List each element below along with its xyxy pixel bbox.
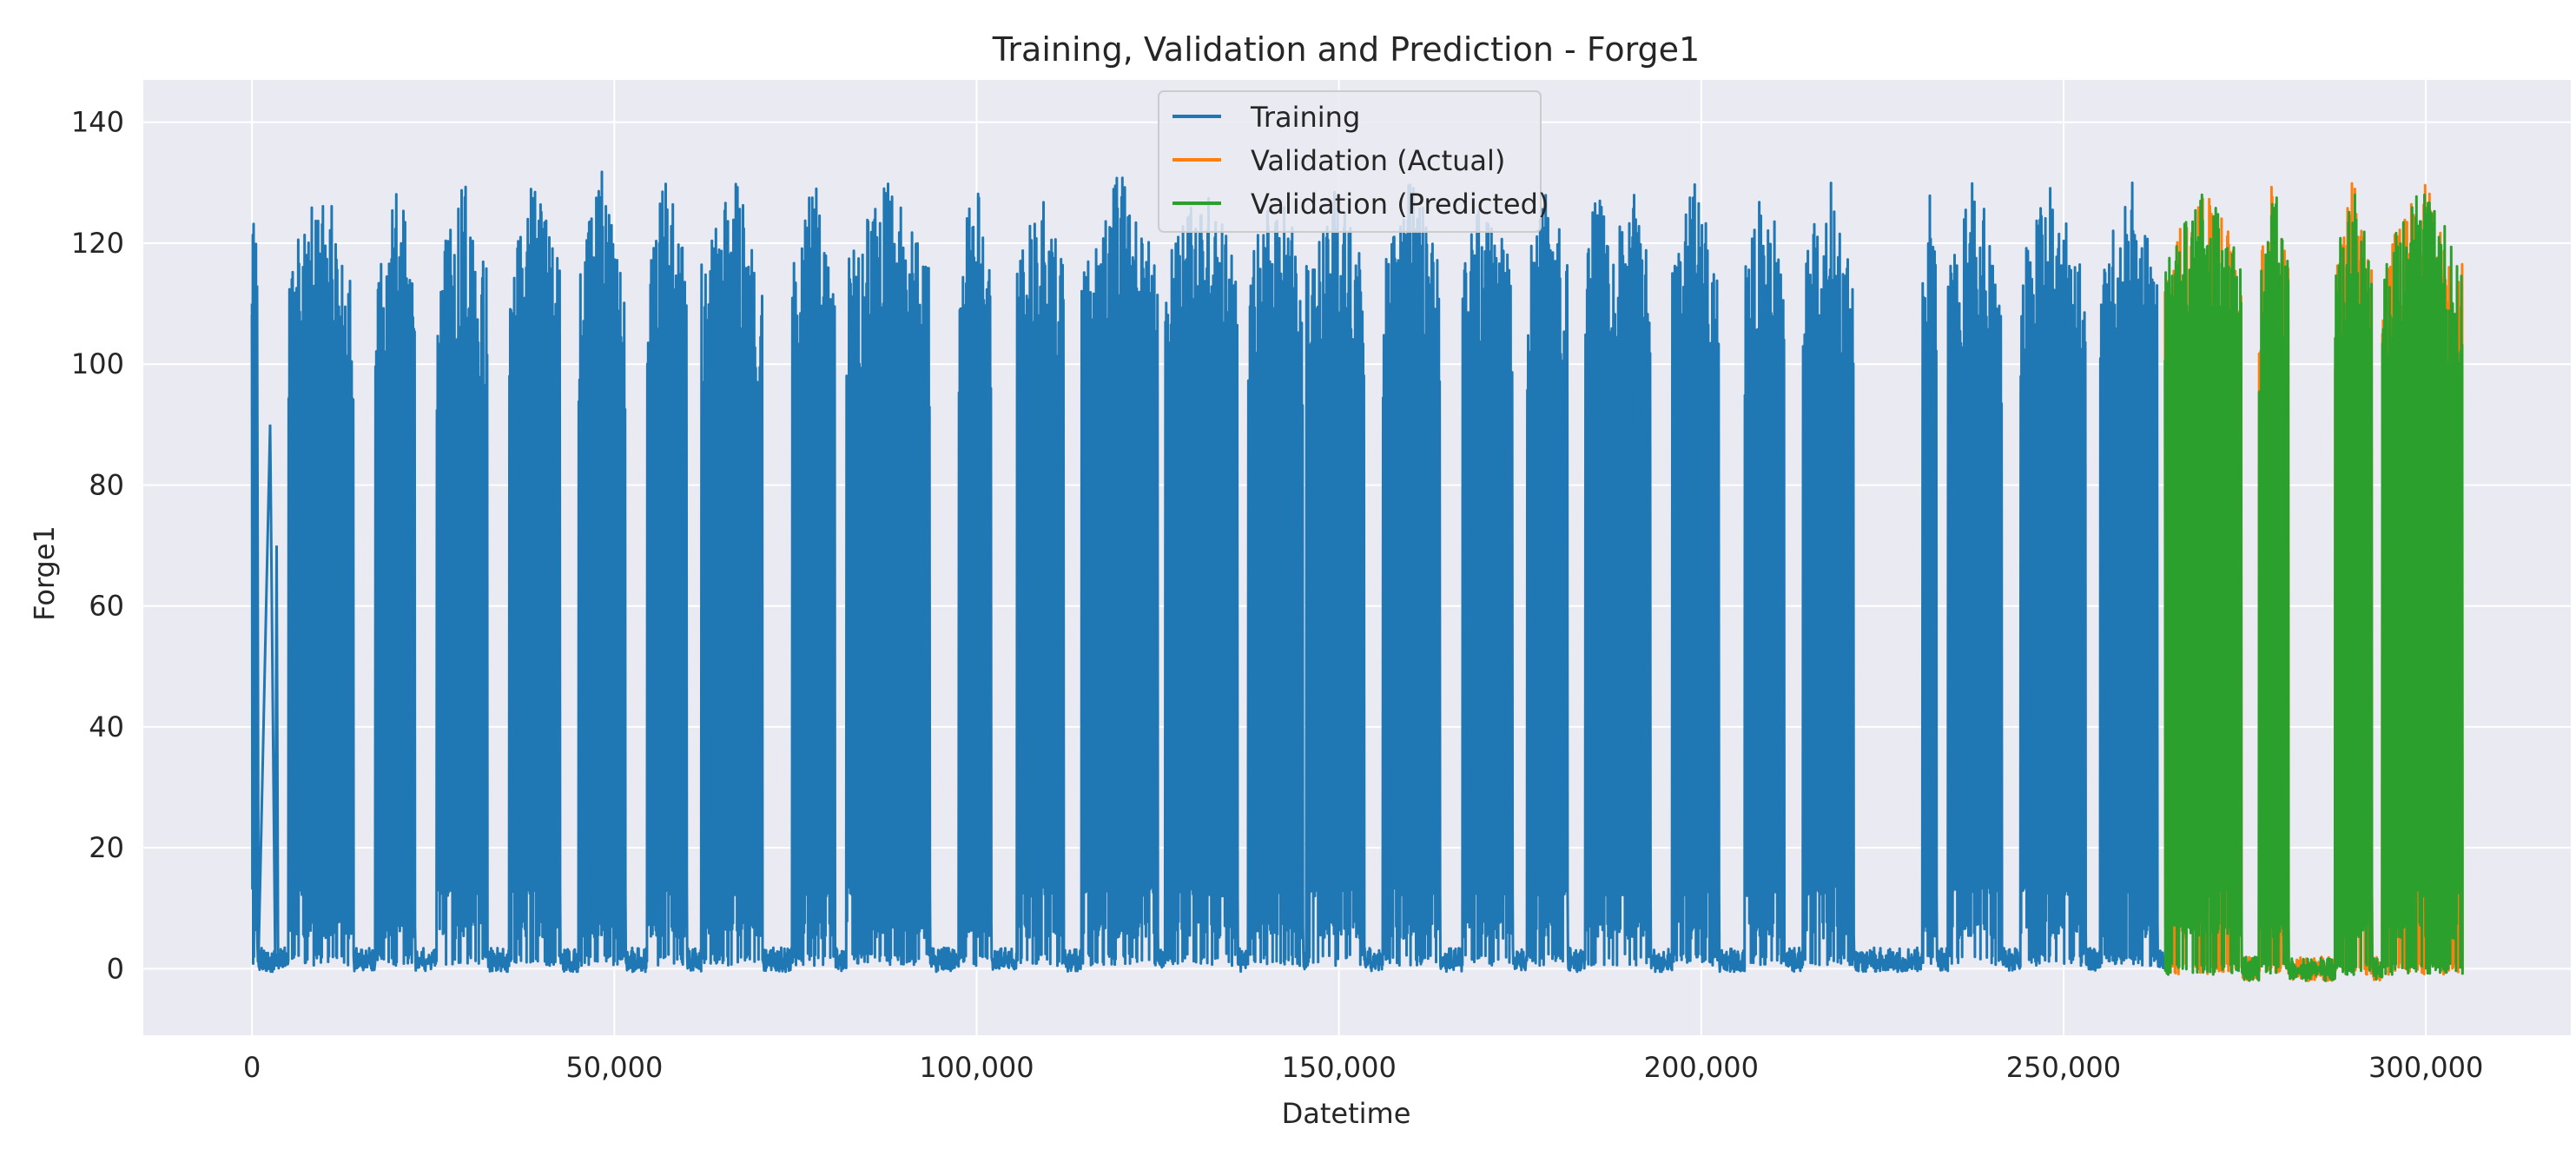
series-training-start-segment: [250, 285, 280, 963]
legend-label-validation-actual: Validation (Actual): [1251, 144, 1505, 177]
y-tick-label: 120: [71, 227, 124, 260]
x-tick-label: 300,000: [2368, 1051, 2483, 1084]
y-tick-label: 80: [89, 468, 124, 501]
chart-title: Training, Validation and Prediction - Fo…: [992, 30, 1700, 69]
x-tick-label: 100,000: [919, 1051, 1034, 1084]
series-validation-predicted-line: [2163, 193, 2464, 982]
legend-box: [1158, 90, 1542, 233]
x-tick-label: 150,000: [1281, 1051, 1396, 1084]
x-axis-title: Datetime: [1282, 1097, 1411, 1130]
legend-label-training: Training: [1250, 101, 1360, 134]
y-tick-label: 140: [71, 106, 124, 139]
x-tick-label: 250,000: [2006, 1051, 2121, 1084]
series-group: [250, 170, 2464, 982]
y-tick-labels: 0 20 40 60 80 100 120 140: [71, 106, 124, 986]
y-tick-label: 0: [107, 952, 124, 985]
y-axis-title: Forge1: [28, 525, 61, 621]
x-tick-label: 0: [243, 1051, 261, 1084]
legend: Training Validation (Actual) Validation …: [1158, 90, 1549, 233]
x-tick-label: 50,000: [565, 1051, 663, 1084]
x-tick-label: 200,000: [1644, 1051, 1759, 1084]
x-tick-labels: 0 50,000 100,000 150,000 200,000 250,000 300,0…: [243, 1051, 2483, 1084]
y-tick-label: 40: [89, 710, 124, 743]
y-tick-label: 20: [89, 831, 124, 864]
legend-label-validation-predicted: Validation (Predicted): [1251, 188, 1549, 221]
y-tick-label: 100: [71, 347, 124, 380]
y-tick-label: 60: [89, 590, 124, 623]
series-training-line: [250, 170, 2167, 974]
